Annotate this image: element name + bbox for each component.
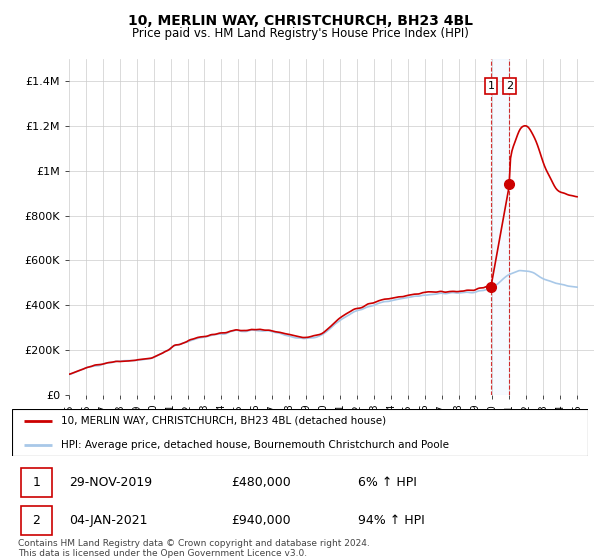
Text: 2: 2 (32, 514, 40, 527)
Text: Price paid vs. HM Land Registry's House Price Index (HPI): Price paid vs. HM Land Registry's House … (131, 27, 469, 40)
Text: 2: 2 (506, 81, 513, 91)
Text: 1: 1 (487, 81, 494, 91)
Bar (491, 59, 509, 395)
Text: 1: 1 (32, 476, 40, 489)
Text: 29-NOV-2019: 29-NOV-2019 (70, 476, 153, 489)
Text: 10, MERLIN WAY, CHRISTCHURCH, BH23 4BL (detached house): 10, MERLIN WAY, CHRISTCHURCH, BH23 4BL (… (61, 416, 386, 426)
Text: HPI: Average price, detached house, Bournemouth Christchurch and Poole: HPI: Average price, detached house, Bour… (61, 440, 449, 450)
Text: 6% ↑ HPI: 6% ↑ HPI (358, 476, 416, 489)
Text: Contains HM Land Registry data © Crown copyright and database right 2024.
This d: Contains HM Land Registry data © Crown c… (18, 539, 370, 558)
Text: 04-JAN-2021: 04-JAN-2021 (70, 514, 148, 527)
Text: 10, MERLIN WAY, CHRISTCHURCH, BH23 4BL: 10, MERLIN WAY, CHRISTCHURCH, BH23 4BL (128, 14, 473, 28)
Text: 94% ↑ HPI: 94% ↑ HPI (358, 514, 424, 527)
Text: £940,000: £940,000 (231, 514, 290, 527)
Text: £480,000: £480,000 (231, 476, 290, 489)
Bar (20, 468, 52, 497)
Bar (20, 506, 52, 535)
